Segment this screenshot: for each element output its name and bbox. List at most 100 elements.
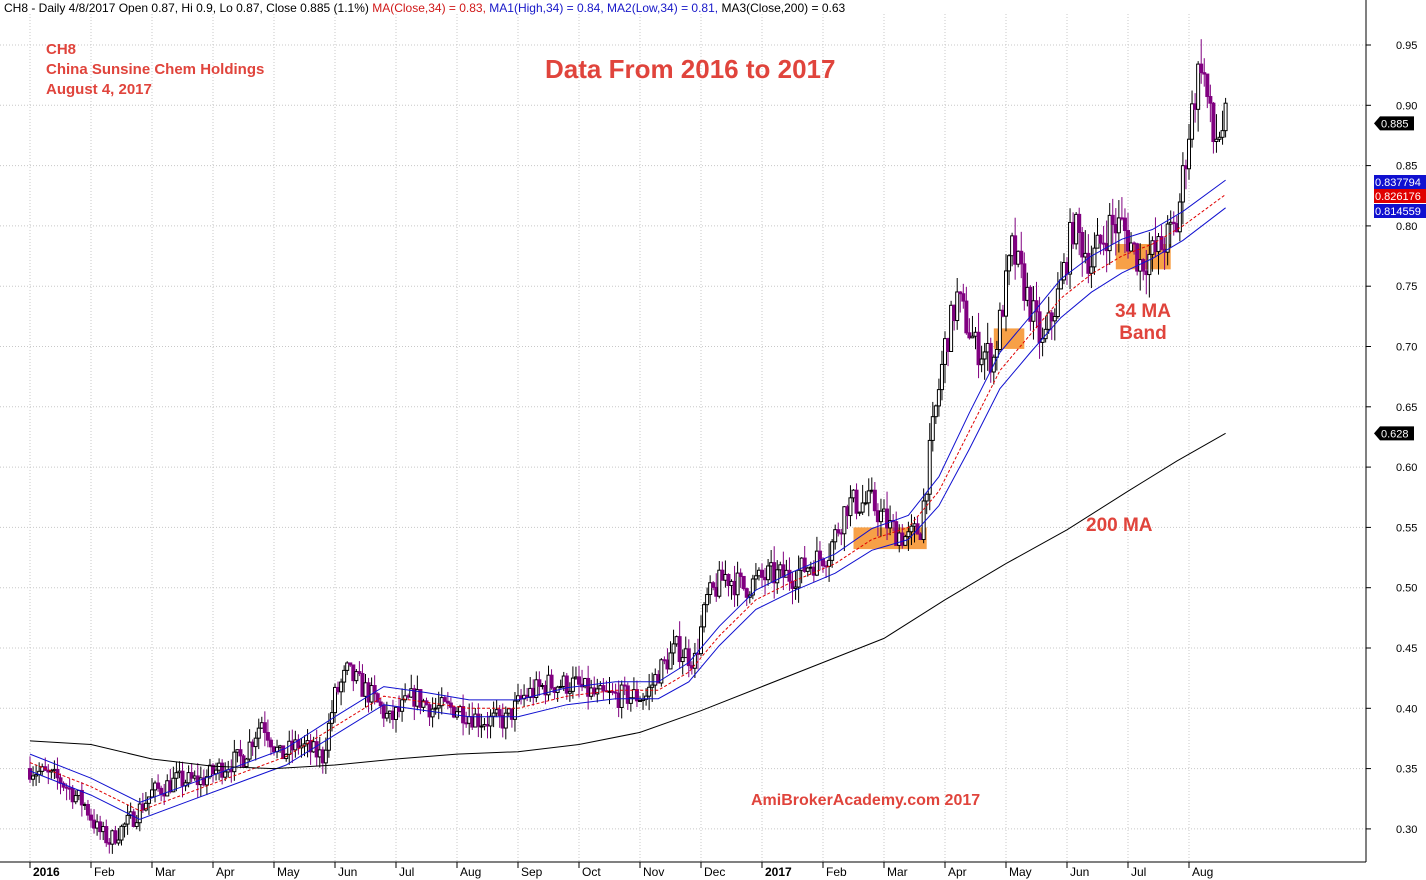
bar-body [711, 582, 716, 588]
bar-body [1086, 252, 1091, 274]
price-bar [647, 673, 652, 711]
bar-body [403, 695, 408, 701]
price-bar [979, 345, 984, 373]
price-bar [1004, 254, 1008, 332]
price-bar [1190, 90, 1195, 148]
bar-body [256, 727, 261, 739]
price-bar [1135, 242, 1140, 276]
bar-body [854, 489, 859, 514]
price-bar [955, 277, 960, 330]
bar-body [1177, 201, 1182, 233]
bar-body [430, 708, 435, 718]
bar-body [994, 349, 999, 358]
price-bar [1110, 198, 1115, 245]
price-bar [171, 766, 176, 793]
price-bar [275, 739, 280, 759]
price-bar [339, 678, 344, 706]
price-bar [766, 558, 771, 586]
price-bar [833, 524, 838, 550]
x-tick-label: Feb [94, 865, 115, 879]
bar-body [503, 712, 508, 729]
value-tag: 0.628 [1374, 426, 1414, 441]
bar-body [1122, 217, 1127, 232]
bar-body [1187, 138, 1191, 170]
bar-body [699, 626, 703, 655]
bar-body [949, 304, 954, 352]
price-bar [430, 697, 435, 728]
price-bar [760, 563, 764, 588]
bar-body [333, 686, 337, 714]
price-bar [680, 649, 685, 675]
price-bar [445, 691, 450, 710]
bar-body [1196, 63, 1201, 110]
price-bar [885, 491, 890, 541]
price-bar [357, 661, 362, 677]
ma34-band-line2: Band [1119, 323, 1167, 344]
price-bar [949, 300, 954, 352]
bar-body [265, 731, 270, 741]
bar-body [668, 652, 673, 670]
price-bar [830, 538, 835, 568]
price-bar [936, 378, 941, 417]
bar-body [802, 557, 807, 572]
price-bar [348, 662, 353, 667]
bar-body [811, 566, 816, 576]
bar-body [131, 811, 136, 827]
bar-body [1089, 266, 1094, 274]
bar-body [775, 569, 780, 584]
bar-body [644, 695, 649, 700]
bar-body [479, 725, 484, 728]
price-bar [488, 709, 493, 739]
x-tick-label: May [277, 865, 300, 879]
price-bar [549, 669, 554, 690]
price-bar [512, 692, 517, 732]
price-bar [150, 778, 154, 798]
bar-body [595, 688, 600, 695]
header-ma-200: MA3(Close,200) = 0.63 [721, 1, 846, 15]
bar-body [497, 709, 502, 717]
bar-body [204, 776, 209, 786]
bar-body [34, 774, 39, 777]
price-bar [1068, 208, 1073, 290]
price-bar [323, 737, 328, 774]
price-bar [753, 563, 758, 591]
bar-body [116, 839, 121, 844]
price-bar [705, 587, 710, 613]
tag-text: 0.837794 [1375, 177, 1421, 189]
bar-body [211, 764, 215, 775]
price-bar [924, 493, 929, 515]
price-bar [116, 828, 121, 846]
bar-body [619, 684, 624, 708]
x-tick-label: Apr [216, 865, 235, 879]
bar-body [921, 500, 926, 541]
bar-body [223, 771, 228, 778]
tag-shape [1374, 175, 1426, 189]
stock-date: August 4, 2017 [46, 81, 152, 98]
price-bar [458, 704, 463, 713]
bar-body [1159, 236, 1164, 250]
price-bar [436, 691, 441, 720]
bar-body [171, 777, 176, 793]
bar-body [674, 636, 679, 645]
price-bar [930, 401, 935, 452]
bar-body [964, 300, 969, 334]
bar-body [827, 559, 832, 567]
bar-body [686, 648, 691, 667]
bar-body [1116, 217, 1121, 234]
price-bar [583, 677, 588, 689]
bar-body [122, 823, 127, 827]
bar-body [1147, 253, 1152, 276]
bar-body [159, 787, 164, 795]
bar-body [598, 685, 603, 690]
stock-info: CH8 China Sunsine Chem Holdings August 4… [46, 40, 264, 100]
price-bar [625, 682, 630, 710]
price-bar [1199, 39, 1204, 84]
bar-body [220, 762, 225, 778]
bar-body [281, 745, 286, 760]
bar-body [232, 751, 237, 773]
price-bar [180, 761, 185, 798]
price-bar [1180, 152, 1185, 225]
bar-body [461, 706, 466, 724]
bar-body [1107, 214, 1112, 252]
bar-body [939, 363, 944, 391]
